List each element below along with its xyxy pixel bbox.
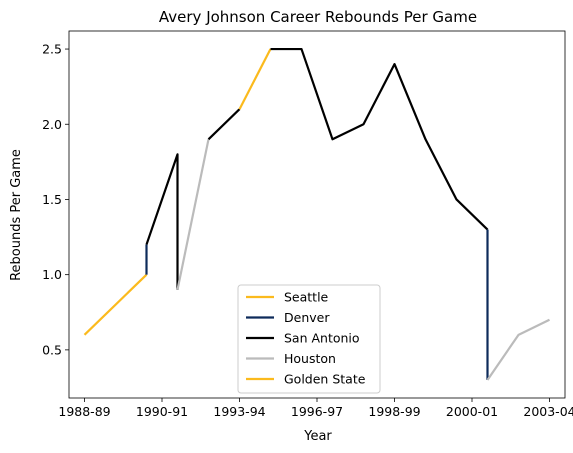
- series-line-houston-3: [176, 139, 210, 290]
- legend-items: Seattle Denver San Antonio Houston Golden St…: [246, 290, 366, 387]
- series-line-san-antonio-2: [145, 153, 179, 290]
- legend-label: Denver: [284, 310, 330, 325]
- chart-title: Avery Johnson Career Rebounds Per Game: [159, 8, 477, 26]
- x-axis-title: Year: [303, 429, 332, 444]
- legend-box: [237, 284, 381, 394]
- legend-label: San Antonio: [284, 331, 360, 346]
- x-tick-label: 2000-01: [446, 404, 498, 419]
- x-axis: 1988-89 1990-91 1993-94 1996-97 1998-99 2000-…: [58, 398, 573, 419]
- y-axis-title: Rebounds Per Game: [9, 149, 24, 281]
- x-tick-label: 1998-99: [368, 404, 420, 419]
- y-axis: 0.5 1.0 1.5 2.0 2.5: [42, 42, 69, 357]
- series-line-houston-8: [486, 318, 550, 381]
- series-line-san-antonio-6: [270, 47, 489, 231]
- x-tick-label: 1988-89: [58, 404, 110, 419]
- series-line-golden-state-5: [238, 48, 272, 110]
- x-tick-label: 1993-94: [213, 404, 265, 419]
- y-tick-label: 0.5: [42, 342, 62, 357]
- x-tick-label: 2003-04: [523, 404, 573, 419]
- legend-label: Houston: [284, 351, 336, 366]
- legend: Seattle Denver San Antonio Houston Golden St…: [237, 284, 381, 394]
- y-tick-label: 1.0: [42, 267, 62, 282]
- legend-label: Golden State: [284, 372, 366, 387]
- x-tick-label: 1996-97: [291, 404, 343, 419]
- series-layer: [83, 47, 550, 381]
- y-tick-label: 1.5: [42, 192, 62, 207]
- y-tick-label: 2.0: [42, 117, 62, 132]
- y-tick-label: 2.5: [42, 42, 62, 57]
- series-line-san-antonio-4: [207, 108, 241, 141]
- x-tick-label: 1990-91: [136, 404, 188, 419]
- series-line-seattle-0: [83, 273, 148, 336]
- legend-label: Seattle: [284, 290, 329, 305]
